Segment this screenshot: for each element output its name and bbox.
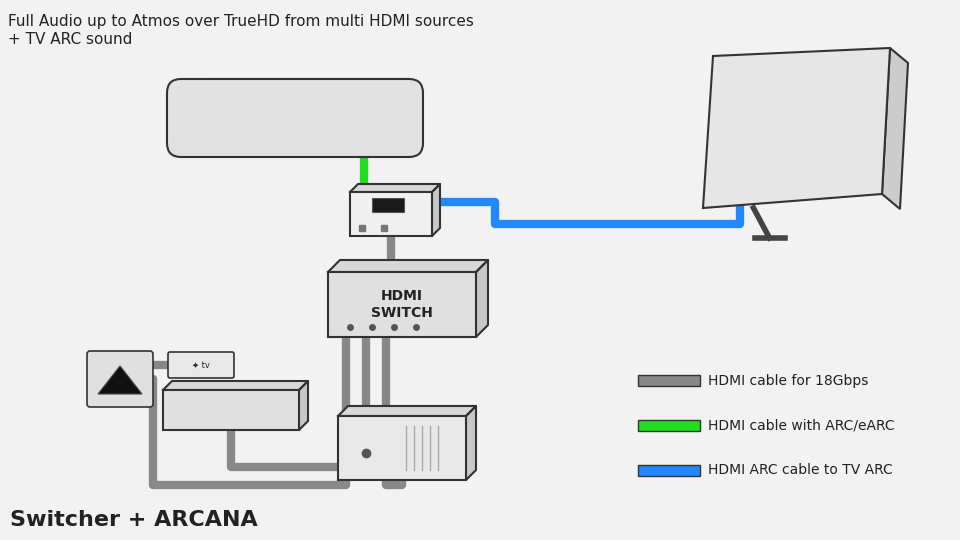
Polygon shape — [703, 48, 890, 208]
FancyBboxPatch shape — [163, 390, 299, 430]
FancyBboxPatch shape — [168, 352, 234, 378]
Text: + TV ARC sound: + TV ARC sound — [8, 32, 132, 47]
Text: Switcher + ARCANA: Switcher + ARCANA — [10, 510, 257, 530]
Text: Full Audio up to Atmos over TrueHD from multi HDMI sources: Full Audio up to Atmos over TrueHD from … — [8, 14, 474, 29]
FancyBboxPatch shape — [87, 351, 153, 407]
Text: ✦ tv: ✦ tv — [192, 361, 210, 369]
Polygon shape — [328, 260, 488, 272]
Polygon shape — [476, 260, 488, 337]
Polygon shape — [163, 381, 308, 390]
FancyBboxPatch shape — [328, 272, 476, 337]
Text: HDMI cable with ARC/eARC: HDMI cable with ARC/eARC — [708, 418, 895, 433]
Polygon shape — [882, 48, 908, 209]
Bar — [638, 375, 700, 386]
FancyBboxPatch shape — [338, 416, 466, 480]
Text: HDMI ARC cable to TV ARC: HDMI ARC cable to TV ARC — [708, 463, 893, 477]
Polygon shape — [432, 184, 440, 236]
Bar — [638, 465, 700, 476]
FancyBboxPatch shape — [350, 192, 432, 236]
Polygon shape — [195, 79, 409, 93]
Polygon shape — [98, 366, 142, 394]
Polygon shape — [466, 406, 476, 480]
Bar — [372, 198, 404, 212]
Text: HDMI cable for 18Gbps: HDMI cable for 18Gbps — [708, 374, 869, 388]
Polygon shape — [338, 406, 476, 416]
Bar — [638, 420, 700, 431]
FancyBboxPatch shape — [167, 79, 423, 157]
Polygon shape — [299, 381, 308, 430]
Polygon shape — [350, 184, 440, 192]
Text: HDMI
SWITCH: HDMI SWITCH — [372, 289, 433, 320]
